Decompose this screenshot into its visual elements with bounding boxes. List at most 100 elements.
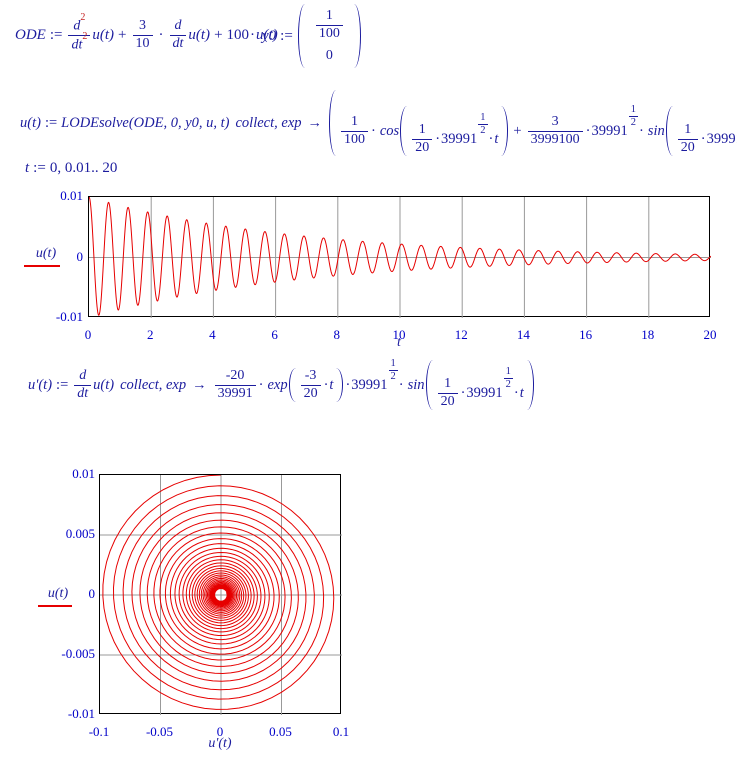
right-paren [527,360,534,410]
ode-lhs: ODE [15,26,46,43]
deriv-den-exponent: 2 [82,30,88,42]
plot2-y-tick-label: -0.005 [61,646,95,661]
plot1-x-tick-label: 20 [703,327,717,342]
dot-operator: · [700,130,706,147]
dot-operator: · [488,130,494,147]
plot2-x-tick-label: -0.05 [145,724,174,739]
cos-argument: 1 20 · 39991 1 2 · t [399,106,509,156]
radicand-39991: 39991 [706,130,737,147]
dot-operator: · [371,122,376,139]
y0-first-entry: 1 100 [315,8,343,41]
dot-operator: · [638,122,644,139]
plus-operator: + [214,26,223,43]
one-half-exponent: 1 2 [628,103,638,128]
dot-operator: · [158,26,164,43]
u-of-t: u(t) [188,26,211,43]
uprime-lhs: u'(t) [28,376,53,393]
fraction-1-20: 1 20 [677,122,698,155]
left-paren [425,360,433,410]
u-lhs: u(t) [20,114,41,131]
t-lhs: t [25,159,30,176]
ode-definition-region[interactable]: ODE := d2 dt2 u(t) + 3 10 · d dt u(t) + … [15,12,278,58]
dot-operator: · [398,376,404,393]
plot1-x-tick-label: 2 [146,327,154,342]
assign-operator: := [56,376,69,393]
u-of-t: u(t) [93,376,115,393]
evaluation-arrow: → [307,114,323,131]
t-variable: t [519,384,524,401]
plot1-x-tick-label: 8 [333,327,341,342]
dot-operator: · [258,376,264,393]
plot2-legend-trace-swatch [38,605,72,607]
left-paren [400,106,407,156]
fraction-3-3999100: 3 3999100 [527,114,583,147]
symbolic-keyword: collect, exp [235,114,302,131]
plot2-x-tick-label: 0.1 [332,724,350,739]
lodesolve-call: LODEsolve(ODE, 0, y0, u, t) [61,114,230,131]
t-variable: t [329,376,334,393]
symbolic-keyword: collect, exp [120,376,187,393]
plus-operator: + [513,122,522,139]
dot-operator: · [585,122,591,139]
plot2-xaxis-title: u'(t) [208,736,232,751]
plot1-x-tick-label: 16 [579,327,593,342]
plot2-legend-label: u(t) [47,586,69,601]
plot1-x-tick-label: 12 [454,327,468,342]
plot2-x-tick-label: 0 [216,724,224,739]
plot1-x-tick-label: 4 [209,327,216,342]
sin-argument: 1 20 · 39991 1 2 · t [665,106,737,156]
phase-portrait-plot-canvas [100,475,342,715]
one-half-exponent: 1 2 [503,365,513,390]
y0-vector: 1 100 0 [297,4,362,68]
fraction-1-20: 1 20 [412,122,433,155]
sin-function: sin [407,376,425,393]
plot1-x-tick-label: 18 [641,327,655,342]
t-variable: t [494,130,499,147]
left-paren [288,368,296,402]
u-of-t: u(t) [92,26,115,43]
plot2-y-tick-label: 0.005 [65,526,95,541]
deriv-den: dt [71,37,83,53]
plot1-xaxis-title: t [397,335,401,350]
one-half-exponent: 1 2 [388,357,398,382]
plot2-y-tick-label: 0 [88,586,96,601]
plot1-x-tick-label: 6 [271,327,278,342]
plot1-x-tick-label: 10 [392,327,406,342]
assign-operator: := [44,114,58,131]
dot-operator: · [250,26,256,43]
sin-argument: 1 20 · 39991 1 2 · t [425,360,535,410]
deriv-num-exponent: 2 [80,11,86,23]
radicand-39991: 39991 [591,122,628,139]
time-series-plot-canvas [89,197,711,318]
radicand-39991: 39991 [466,384,503,401]
dot-operator: · [345,376,351,393]
first-derivative-operator: d dt [169,18,187,51]
plot2-legend: u(t) [38,586,78,607]
cos-function: cos [379,122,400,139]
t-range-region[interactable]: t := 0, 0.01.. 20 [25,158,117,178]
dot-operator: · [435,130,441,147]
right-paren [501,106,509,156]
exp-function: exp [267,376,288,393]
deriv-num: d [73,18,81,34]
first-derivative-operator: d dt [74,368,92,401]
initial-conditions-region[interactable]: y0 := 1 100 0 [262,4,362,68]
right-paren [354,4,361,68]
plot2-x-tick-label: -0.1 [88,724,110,739]
left-paren [665,106,673,156]
plot1-y-tick-label: 0 [76,248,84,264]
time-series-plot[interactable] [88,196,711,318]
plot2-y-tick-label: 0.01 [72,466,95,481]
phase-portrait-plot[interactable] [99,474,342,715]
assign-operator: := [280,27,293,44]
u-solution-region[interactable]: u(t) := LODEsolve(ODE, 0, y0, u, t) coll… [20,86,737,160]
uprime-definition-region[interactable]: u'(t) := d dt u(t) collect, exp → -20 39… [28,356,535,414]
plot2-y-tick-label: -0.01 [67,706,95,721]
exp-argument: -3 20 · t [288,368,345,402]
plot1-x-tick-label: 14 [516,327,530,342]
plus-operator: + [118,26,127,43]
left-paren [297,4,305,68]
solution-expression: 1 100 · cos 1 20 · 39991 1 [328,90,737,156]
plot1-x-tick-label: 0 [84,327,92,342]
